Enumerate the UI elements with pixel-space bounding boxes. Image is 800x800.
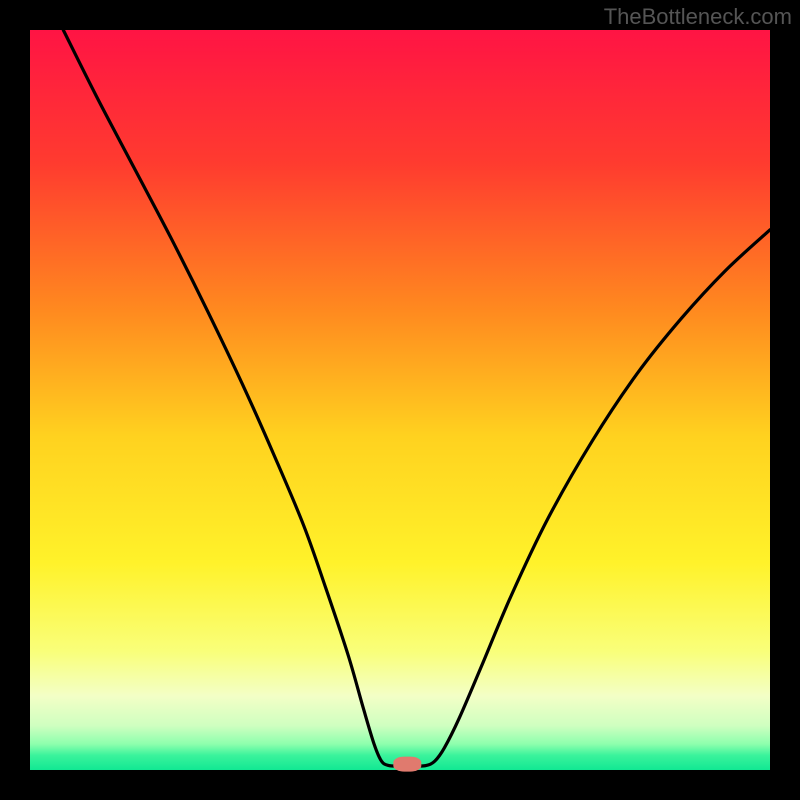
optimal-marker xyxy=(394,757,421,772)
watermark-text: TheBottleneck.com xyxy=(604,4,792,30)
chart-container: TheBottleneck.com xyxy=(0,0,800,800)
background-svg xyxy=(0,0,800,800)
plot-background xyxy=(30,30,770,770)
